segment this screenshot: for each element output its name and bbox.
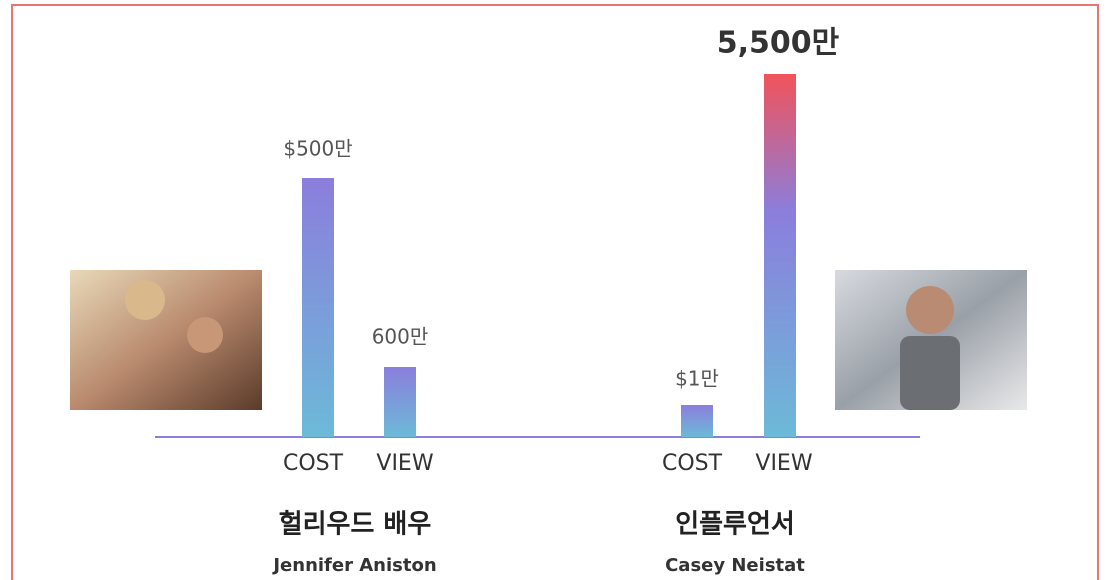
photo (70, 270, 262, 410)
photo-detail (187, 317, 223, 353)
bar (302, 178, 334, 437)
bar-label: VIEW (755, 451, 812, 476)
bar-label: VIEW (376, 451, 433, 476)
frame (11, 4, 1099, 580)
bar (681, 405, 713, 437)
value-label: 5,500만 (717, 26, 840, 61)
photo-detail (900, 336, 960, 410)
bar (384, 367, 416, 437)
photo-detail (125, 280, 165, 320)
value-label: 600만 (372, 325, 429, 349)
group-title: 헐리우드 배우 (279, 510, 432, 540)
value-label: $1만 (675, 367, 719, 391)
bar-label: COST (662, 451, 723, 476)
photo-detail (906, 286, 954, 334)
group-subtitle: Jennifer Aniston (271, 555, 436, 576)
group-subtitle: Casey Neistat (665, 555, 805, 576)
group-title: 인플루언서 (675, 510, 795, 540)
bar-label: COST (283, 451, 344, 476)
value-label: $500만 (283, 137, 352, 161)
bar (764, 74, 796, 437)
